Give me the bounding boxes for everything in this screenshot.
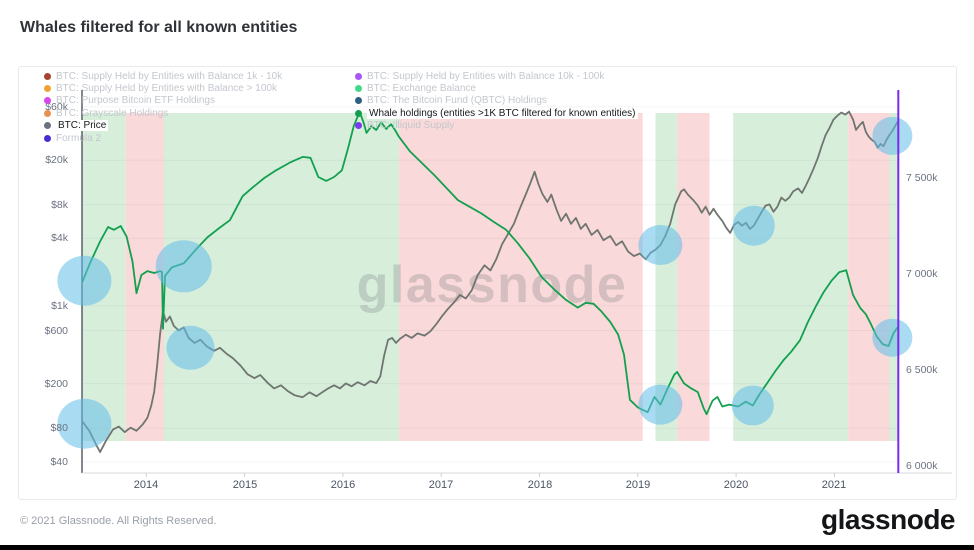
y-axis-label-left: $60k — [45, 101, 68, 113]
y-axis-label-right: 7 000k — [906, 268, 938, 280]
legend-dot-icon — [44, 85, 51, 93]
legend-item-btc-supply-held-by-entities-with-balance[interactable]: BTC: Supply Held by Entities with Balanc… — [44, 70, 282, 82]
legend-label: BTC: Exchange Balance — [367, 83, 476, 95]
x-axis-label: 2019 — [625, 479, 651, 491]
legend-dot-icon — [355, 72, 362, 80]
x-axis-label: 2017 — [428, 479, 454, 491]
x-axis-label: 2015 — [232, 479, 258, 491]
legend-item-btc-supply-held-by-entities-with-balance[interactable]: BTC: Supply Held by Entities with Balanc… — [355, 70, 638, 82]
legend-item-btc-purpose-bitcoin-etf-holdings[interactable]: BTC: Purpose Bitcoin ETF Holdings — [44, 95, 282, 107]
legend-dot-icon — [355, 85, 362, 93]
y-axis-label-left: $200 — [44, 378, 68, 390]
y-axis-label-left: $1k — [51, 300, 68, 312]
legend-column-left: BTC: Supply Held by Entities with Balanc… — [44, 70, 282, 144]
legend-column-right: BTC: Supply Held by Entities with Balanc… — [355, 70, 638, 132]
legend-dot-icon — [355, 122, 362, 130]
x-axis-label: 2014 — [133, 479, 159, 491]
legend-label: Formula 2 — [56, 132, 102, 144]
glassnode-logo: glassnode — [821, 504, 955, 535]
legend-item-btc-exchange-balance[interactable]: BTC: Exchange Balance — [355, 82, 638, 94]
x-axis-label: 2018 — [527, 479, 553, 491]
copyright-text: © 2021 Glassnode. All Rights Reserved. — [20, 515, 217, 527]
legend-label: Whale holdings (entities >1K BTC filtere… — [367, 107, 638, 119]
legend-label: BTC: The Bitcoin Fund (QBTC) Holdings — [367, 95, 547, 107]
legend-item-formula-2[interactable]: Formula 2 — [44, 132, 282, 144]
y-axis-label-left: $4k — [51, 232, 68, 244]
x-axis-label: 2016 — [330, 479, 356, 491]
y-axis-label-right: 6 500k — [906, 364, 938, 376]
legend-dot-icon — [44, 122, 51, 130]
bottom-bar — [0, 545, 974, 550]
y-axis-label-left: $80 — [50, 422, 68, 434]
legend-item-whale-holdings-entities-1k-btc-filtered-[interactable]: Whale holdings (entities >1K BTC filtere… — [355, 107, 638, 119]
x-axis-label: 2020 — [723, 479, 749, 491]
legend-item-btc-grayscale-holdings[interactable]: BTC: Grayscale Holdings — [44, 107, 282, 119]
legend-dot-icon — [44, 109, 51, 117]
x-axis-label: 2021 — [821, 479, 847, 491]
legend-item-btc-illiquid-supply[interactable]: BTC: Illiquid Supply — [355, 120, 638, 132]
legend-dot-icon — [44, 72, 51, 80]
legend-dot-icon — [355, 109, 362, 117]
y-axis-label-left: $40 — [50, 456, 68, 468]
y-axis-label-left: $20k — [45, 154, 68, 166]
legend-label: BTC: Purpose Bitcoin ETF Holdings — [56, 95, 215, 107]
y-axis-label-left: $600 — [44, 325, 68, 337]
y-axis-label-left: $8k — [51, 199, 68, 211]
legend-label: BTC: Price — [56, 120, 109, 132]
legend-label: BTC: Supply Held by Entities with Balanc… — [56, 83, 277, 95]
legend-item-btc-supply-held-by-entities-with-balance[interactable]: BTC: Supply Held by Entities with Balanc… — [44, 82, 282, 94]
legend-dot-icon — [44, 134, 51, 142]
legend-item-btc-the-bitcoin-fund-qbtc-holdings[interactable]: BTC: The Bitcoin Fund (QBTC) Holdings — [355, 95, 638, 107]
y-axis-label-right: 7 500k — [906, 172, 938, 184]
legend-item-btc-price[interactable]: BTC: Price — [44, 120, 282, 132]
page-title: Whales filtered for all known entities — [20, 19, 298, 36]
legend-dot-icon — [355, 97, 362, 105]
legend-dot-icon — [44, 97, 51, 105]
legend-label: BTC: Grayscale Holdings — [56, 107, 169, 119]
y-axis-label-right: 6 000k — [906, 460, 938, 472]
legend-label: BTC: Supply Held by Entities with Balanc… — [56, 70, 283, 82]
legend-label: BTC: Supply Held by Entities with Balanc… — [367, 70, 605, 82]
legend-label: BTC: Illiquid Supply — [367, 120, 455, 132]
